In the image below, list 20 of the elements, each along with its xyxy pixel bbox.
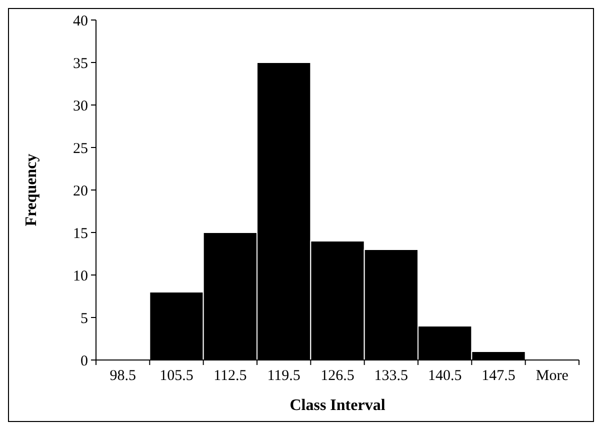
- x-tick-label: 147.5: [482, 368, 516, 384]
- x-tick-label: 126.5: [320, 368, 354, 384]
- y-tick-label: 5: [80, 310, 88, 327]
- x-axis-title: Class Interval: [290, 397, 386, 414]
- y-tick-label: 25: [73, 140, 88, 157]
- x-tick-label: 140.5: [428, 368, 462, 384]
- y-tick-label: 15: [73, 226, 88, 242]
- x-tick-label: 112.5: [214, 368, 247, 384]
- y-tick-label: 20: [73, 183, 88, 200]
- y-tick-label: 10: [73, 268, 88, 284]
- y-tick-label: 30: [73, 98, 88, 114]
- y-tick-label: 0: [80, 353, 88, 370]
- y-axis-title: Frequency: [23, 154, 40, 226]
- y-tick-label: 40: [73, 13, 88, 30]
- x-tick-label: 105.5: [160, 368, 194, 384]
- x-tick-label: 98.5: [110, 368, 136, 384]
- x-tick-label: More: [536, 368, 569, 384]
- y-tick-label: 35: [73, 56, 88, 72]
- x-tick-label: 119.5: [267, 368, 300, 384]
- x-tick-label: 133.5: [374, 368, 408, 384]
